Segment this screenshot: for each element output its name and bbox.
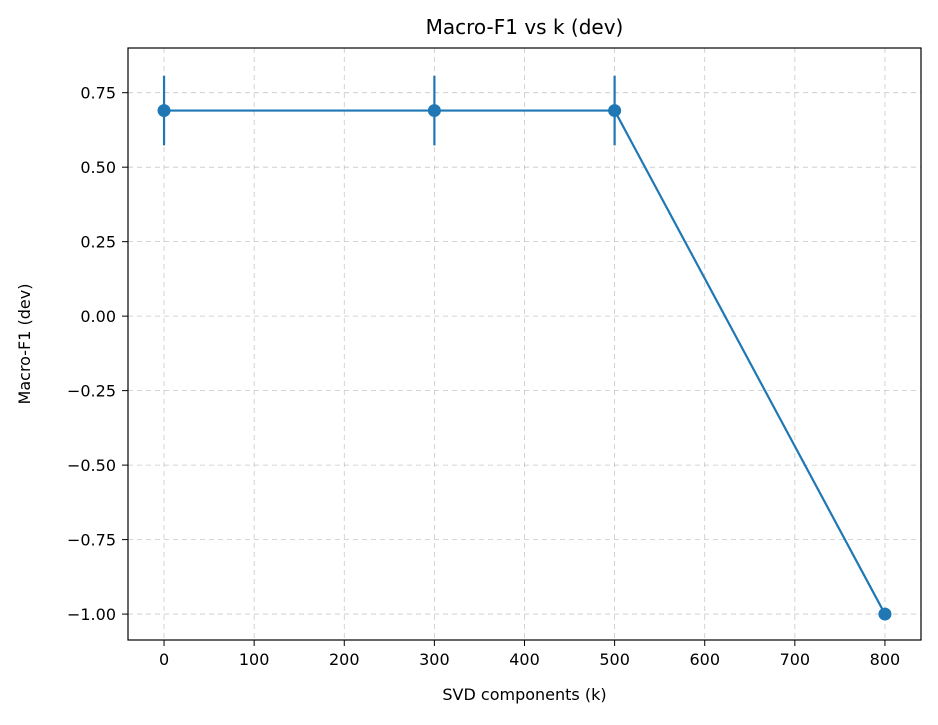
x-tick-label: 700 xyxy=(780,650,811,669)
data-point xyxy=(427,104,441,118)
x-tick-label: 400 xyxy=(509,650,540,669)
x-tick-label: 800 xyxy=(870,650,901,669)
y-axis: 0.75 0.50 0.25 0.00 −0.25 −0.50 −0.75 −1.00 xyxy=(67,84,128,624)
x-tick-label: 0 xyxy=(159,650,169,669)
y-tick-label: 0.00 xyxy=(80,307,116,326)
data-point xyxy=(608,104,622,118)
x-tick-label: 100 xyxy=(239,650,270,669)
y-tick-label: −1.00 xyxy=(67,605,116,624)
y-tick-label: −0.75 xyxy=(67,531,116,550)
y-tick-label: 0.25 xyxy=(80,233,116,252)
x-tick-label: 500 xyxy=(599,650,630,669)
plot-area xyxy=(157,75,892,621)
x-axis: 0 100 200 300 400 500 600 700 800 xyxy=(159,640,900,669)
x-axis-label: SVD components (k) xyxy=(442,685,606,704)
x-tick-label: 600 xyxy=(689,650,720,669)
y-tick-label: 0.75 xyxy=(80,84,116,103)
x-tick-label: 200 xyxy=(329,650,360,669)
y-tick-label: −0.25 xyxy=(67,382,116,401)
grid xyxy=(128,48,921,640)
data-point xyxy=(157,104,171,118)
series-line xyxy=(164,109,886,615)
x-tick-label: 300 xyxy=(419,650,450,669)
y-tick-label: 0.50 xyxy=(80,158,116,177)
y-tick-label: −0.50 xyxy=(67,456,116,475)
chart-title: Macro-F1 vs k (dev) xyxy=(426,15,624,39)
data-point xyxy=(878,607,892,621)
y-axis-label: Macro-F1 (dev) xyxy=(15,284,34,405)
